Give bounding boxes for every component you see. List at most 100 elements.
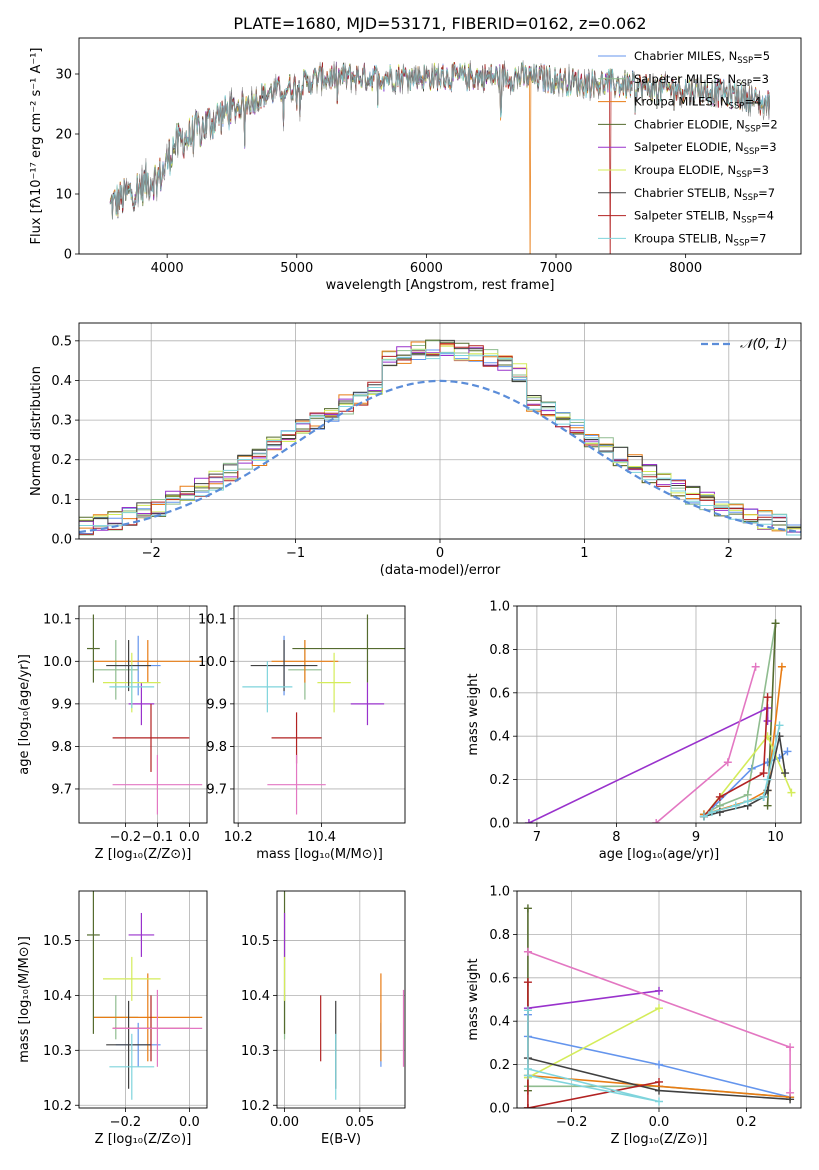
- y-axis-label: mass weight: [466, 958, 481, 1040]
- legend-subscript: SSP: [736, 170, 752, 180]
- y-tick-label: 10.4: [43, 989, 72, 1004]
- x-axis-label: Z [log₁₀(Z/Z⊙)]: [95, 1132, 192, 1147]
- error-bar-point: [109, 1033, 155, 1100]
- histogram-step: [79, 349, 801, 536]
- x-tick-label: 9: [692, 830, 700, 845]
- age-vs-Z-panel: −0.2 −0.1 0.0 9.7 9.8 9.9 10.0 10.1 Z [log₁₀(Z/Z…: [17, 605, 208, 862]
- y-axis-label: Flux [fλ10⁻¹⁷ erg cm⁻² s⁻¹ A⁻¹]: [29, 48, 44, 245]
- mass-weight-marker: [731, 801, 740, 810]
- error-bar-point: [106, 1000, 151, 1089]
- error-bar-point: [112, 754, 203, 815]
- y-tick-label: 0.4: [51, 374, 72, 389]
- x-tick-label: 0.0: [179, 1115, 200, 1130]
- mass-weight-line: [527, 1007, 660, 1079]
- plot-area: [523, 904, 795, 1108]
- mass-weight-marker: [759, 769, 768, 778]
- y-tick-label: 9.8: [51, 740, 72, 755]
- y-tick-label: 10.0: [43, 655, 72, 670]
- plot-area: [524, 619, 796, 823]
- mass-weight-marker: [655, 1097, 663, 1106]
- legend-subscript: SSP: [745, 124, 761, 134]
- x-tick-label: 0.00: [270, 1115, 299, 1130]
- spectrum-panel: 4000 5000 6000 7000 8000 0 10 20 30 wavelength [A…: [29, 37, 802, 293]
- legend-text: Kroupa STELIB, N: [634, 231, 734, 245]
- y-tick-label: 10.3: [43, 1044, 72, 1059]
- legend-subscript: SSP: [734, 238, 750, 248]
- error-bar-point: [93, 640, 203, 683]
- y-tick-label: 1.0: [489, 600, 510, 615]
- error-bar-point: [350, 682, 385, 726]
- mass-weight-marker: [723, 758, 732, 767]
- legend-subscript: SSP: [741, 216, 757, 226]
- legend-value: =3: [752, 72, 769, 86]
- x-tick-label: 2: [725, 546, 733, 561]
- error-bar-point: [87, 891, 100, 1034]
- y-tick-label: 10.1: [198, 612, 227, 627]
- mass-weight-marker: [652, 819, 661, 823]
- mass-weight-marker: [523, 947, 532, 956]
- axes-frame: [233, 605, 406, 824]
- mass-weight-marker: [655, 1077, 663, 1086]
- legend-value: =5: [753, 49, 770, 63]
- y-tick-label: 0.8: [489, 643, 510, 658]
- y-tick-label: 1.0: [489, 885, 510, 900]
- y-tick-label: 9.7: [51, 782, 72, 797]
- legend-entry: Kroupa ELODIE, NSSP=3: [634, 163, 769, 180]
- mass-weight-marker: [523, 978, 532, 987]
- legend-text: Salpeter STELIB, N: [634, 209, 741, 223]
- mass-weight-marker: [775, 721, 784, 730]
- y-tick-label: 0.8: [489, 928, 510, 943]
- legend-value: =3: [752, 163, 769, 177]
- y-tick-label: 10.5: [241, 934, 270, 949]
- x-tick-label: 1: [580, 546, 588, 561]
- y-tick-label: 0.6: [489, 971, 510, 986]
- y-tick-label: 0.2: [51, 453, 72, 468]
- mass-weight-marker: [781, 769, 790, 778]
- mass-weight-marker: [523, 1104, 532, 1108]
- grid-lines: [79, 606, 207, 823]
- mass-vs-Z-panel: −0.2 0.0 10.2 10.3 10.4 10.5 Z [log₁₀(Z/Z⊙)] ma…: [17, 890, 208, 1147]
- mass-weight-marker: [743, 797, 752, 806]
- x-tick-label: 0.2: [736, 1115, 757, 1130]
- mass-weight-marker: [771, 619, 780, 628]
- y-axis-label: Normed distribution: [29, 366, 44, 496]
- x-axis-label: E(B-V): [321, 1132, 361, 1147]
- axes-frame: [276, 890, 406, 1109]
- mass-weight-marker: [655, 1004, 663, 1013]
- y-tick-label: 10.5: [43, 934, 72, 949]
- plot-area: [87, 891, 203, 1100]
- plot-area: [87, 614, 203, 815]
- mass-weight-marker: [786, 1088, 795, 1097]
- grid-lines: [79, 891, 207, 1108]
- axes-frame: [516, 605, 802, 824]
- residuals-legend: 𝒩(0, 1): [701, 337, 787, 352]
- grid-lines: [517, 605, 801, 824]
- x-axis-label: Z [log₁₀(Z/Z⊙)]: [95, 847, 192, 862]
- x-tick-label: 10: [767, 830, 784, 845]
- y-tick-label: 10.2: [241, 1099, 270, 1114]
- mass-weight-line: [703, 697, 769, 818]
- mass-weight-marker: [763, 801, 772, 810]
- x-tick-label: 5000: [280, 261, 313, 276]
- mass-weight-marker: [655, 986, 663, 995]
- grid-lines: [234, 606, 405, 823]
- y-tick-label: 0.5: [51, 334, 72, 349]
- y-tick-label: 9.9: [51, 697, 72, 712]
- legend-entry: Kroupa MILES, NSSP=4: [634, 95, 761, 112]
- x-axis-label: age [log₁₀(age/yr)]: [599, 847, 720, 862]
- y-tick-label: 0.2: [489, 1058, 510, 1073]
- mass-weight-marker: [523, 904, 532, 913]
- error-bar-point: [242, 661, 293, 713]
- y-tick-label: 10.2: [43, 1099, 72, 1114]
- x-axis-label: (data-model)/error: [380, 563, 501, 578]
- y-tick-label: 9.7: [206, 782, 227, 797]
- legend-value: =7: [749, 231, 766, 245]
- error-bar-point: [112, 989, 203, 1067]
- y-tick-label: 10: [55, 188, 72, 203]
- y-tick-label: 0.2: [489, 773, 510, 788]
- legend-entry: Salpeter ELODIE, NSSP=3: [634, 140, 777, 157]
- mass-weight-line: [527, 1010, 660, 1103]
- plot-area: [242, 614, 405, 815]
- legend-text: Chabrier STELIB, N: [634, 186, 742, 200]
